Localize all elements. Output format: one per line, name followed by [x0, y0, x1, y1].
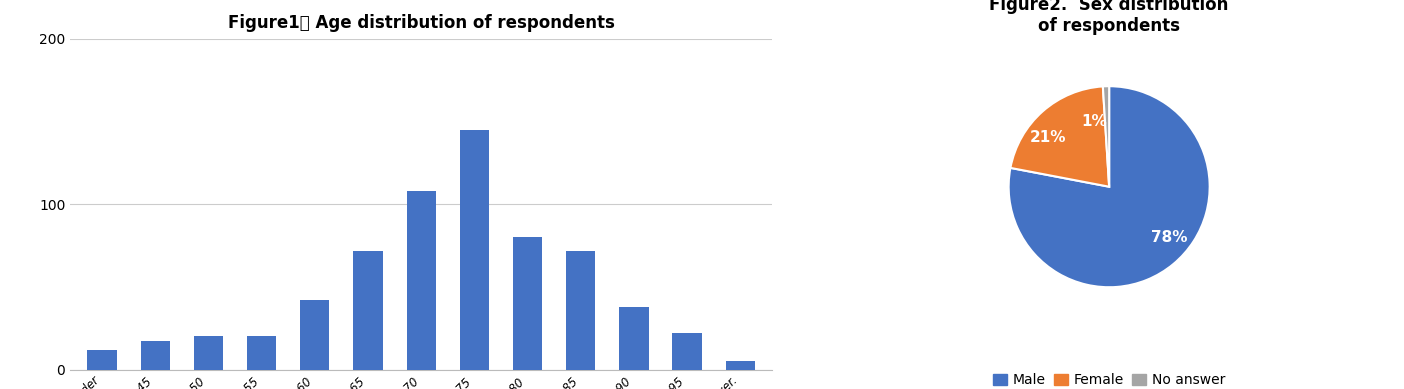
Bar: [300, 300, 330, 370]
Text: 21%: 21%: [1029, 130, 1066, 145]
Text: 1%: 1%: [1081, 114, 1108, 129]
Legend: Male, Female, No answer: Male, Female, No answer: [988, 368, 1230, 389]
Bar: [673, 333, 702, 370]
Bar: [407, 191, 435, 370]
Bar: [512, 237, 542, 370]
Wedge shape: [1104, 86, 1109, 187]
Text: 78%: 78%: [1151, 230, 1188, 245]
Bar: [619, 307, 649, 370]
Bar: [459, 130, 489, 370]
Wedge shape: [1011, 86, 1109, 187]
Bar: [566, 251, 595, 370]
Bar: [87, 350, 117, 370]
Bar: [140, 342, 170, 370]
Title: Figure1． Age distribution of respondents: Figure1． Age distribution of respondents: [227, 14, 615, 32]
Bar: [726, 361, 755, 370]
Title: Figure2.  Sex distribution
of respondents: Figure2. Sex distribution of respondents: [990, 0, 1228, 35]
Bar: [247, 336, 277, 370]
Wedge shape: [1008, 86, 1210, 287]
Bar: [194, 336, 223, 370]
Bar: [354, 251, 383, 370]
